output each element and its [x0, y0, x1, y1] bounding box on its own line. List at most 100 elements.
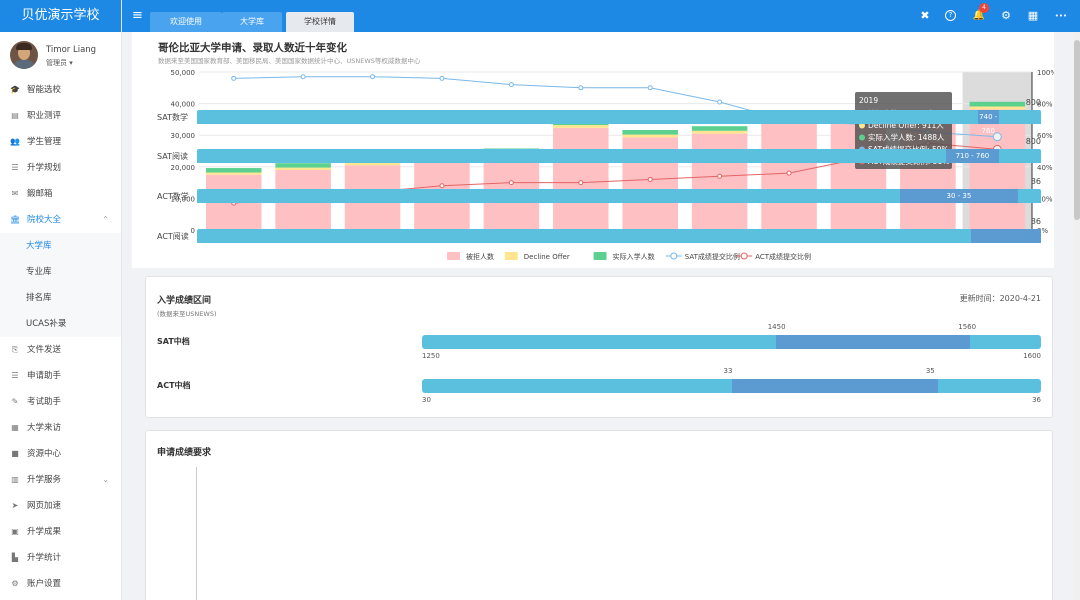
- legend-swatch-1: [504, 252, 518, 260]
- requirements-title: 申请成绩要求: [157, 448, 212, 458]
- requirement-track: [197, 189, 1041, 203]
- sidebar-item-6[interactable]: ⎘ 文件发送: [0, 337, 121, 363]
- sidebar-subitem-2[interactable]: 排名库: [0, 285, 121, 311]
- sidebar-item-9[interactable]: ▦ 大学来访: [0, 415, 121, 441]
- sidebar-item-11[interactable]: ▥ 升学服务 ⌄: [0, 467, 121, 493]
- gear-icon[interactable]: ⚙: [1001, 9, 1011, 22]
- sidebar-item-2[interactable]: 👥 学生管理: [0, 129, 121, 155]
- chevron-up-icon[interactable]: ⌃: [102, 215, 109, 224]
- sidebar: 贝优演示学校 Timor Liang 管理员 ▾ 🎓 智能选校 ▤ 职业测评 👥 学生管理…: [0, 0, 122, 600]
- close-circle-icon[interactable]: ✖: [920, 9, 930, 22]
- requirement-range-band: 710 - 760: [946, 149, 999, 163]
- scrollbar-thumb[interactable]: [1074, 40, 1080, 220]
- legend-swatch-2: [593, 252, 607, 260]
- sidebar-item-7[interactable]: ☰ 申请助手: [0, 363, 121, 389]
- school-brand[interactable]: 贝优演示学校: [0, 0, 121, 32]
- y-tick-label: 0: [191, 227, 195, 235]
- sidebar-item-label: 升学成果: [27, 527, 62, 537]
- line-point-1-4: [508, 180, 514, 186]
- sidebar-item-4[interactable]: ✉ 鍛邮箱: [0, 181, 121, 207]
- sidebar-item-3[interactable]: ☰ 升学规划: [0, 155, 121, 181]
- tab-university-library[interactable]: 大学库: [222, 12, 282, 32]
- chevron-down-icon[interactable]: ⌄: [102, 475, 109, 484]
- line-point-0-5: [578, 85, 584, 91]
- admission-range-card: 入学成绩区间 (数据来至USNEWS) 更新时间：2020-4-21 SAT中档…: [145, 276, 1053, 418]
- requirement-track: [197, 149, 1041, 163]
- sidebar-item-1[interactable]: ▤ 职业测评: [0, 103, 121, 129]
- sidebar-item-label: 账户设置: [27, 579, 62, 589]
- sidebar-item-14[interactable]: ▙ 升学统计: [0, 545, 121, 571]
- scrollbar-track[interactable]: [1074, 32, 1080, 600]
- requirement-max-value: 800: [1025, 137, 1041, 146]
- sidebar-item-10[interactable]: ■ 资源中心: [0, 441, 121, 467]
- requirement-track: [197, 229, 1041, 243]
- help-icon[interactable]: ?: [945, 10, 956, 21]
- line-point-0-11: [992, 132, 1002, 142]
- user-role-dropdown[interactable]: 管理员 ▾: [46, 59, 73, 67]
- calendar-icon[interactable]: ▦: [1027, 9, 1039, 22]
- sidebar-item-12[interactable]: ➤ 网页加速: [0, 493, 121, 519]
- range-min-value: 30: [422, 396, 431, 404]
- list-icon: ☰: [11, 371, 19, 380]
- sidebar-item-label: 资源中心: [27, 449, 62, 459]
- bar-1-2: [344, 162, 401, 166]
- sidebar-item-label: 网页加速: [27, 501, 62, 511]
- users-icon: 👥: [10, 137, 20, 146]
- sidebar-subitem-3[interactable]: UCAS补录: [0, 311, 121, 337]
- sidebar-subitem-1[interactable]: 专业库: [0, 259, 121, 285]
- document-icon: ▤: [11, 111, 19, 120]
- tab-school-details[interactable]: 学校详情: [286, 12, 354, 32]
- sidebar-item-label: 文件发送: [27, 345, 62, 355]
- line-point-0-1: [300, 74, 306, 80]
- range-min-value: 1250: [422, 352, 440, 360]
- trend-chart-card: 0 0% 10,000 20% 20,000 40% 30,000 60% 40,000 80% 5…: [132, 32, 1054, 268]
- requirement-track: [197, 110, 1041, 124]
- y2-tick-label: 100%: [1037, 69, 1054, 77]
- sidebar-item-label: 申请助手: [27, 371, 62, 381]
- admission-range-title: 入学成绩区间: [157, 296, 212, 306]
- sidebar-item-5[interactable]: 🏛 院校大全 ⌃: [0, 207, 121, 233]
- range-high-value: 1560: [958, 323, 977, 331]
- requirements-card: 申请成绩要求 SAT数学 800 740 - 760 SAT阅读 800 710 - 76…: [145, 98, 1053, 600]
- sidebar-item-0[interactable]: 🎓 智能选校: [0, 77, 121, 103]
- bell-icon[interactable]: 🔔: [972, 10, 986, 21]
- file-icon: ⎘: [11, 345, 19, 354]
- tooltip-row: 实际入学人数: 1488人: [868, 132, 945, 142]
- line-point-1-6: [647, 176, 653, 182]
- y-tick-label: 50,000: [171, 69, 196, 77]
- bar-1-5: [553, 125, 609, 128]
- sidebar-subitem-0[interactable]: 大学库: [0, 233, 121, 259]
- line-point-1-8: [786, 170, 792, 176]
- sidebar-item-8[interactable]: ✎ 考试助手: [0, 389, 121, 415]
- send-icon: ➤: [11, 501, 19, 510]
- sidebar-item-13[interactable]: ▣ 升学成果: [0, 519, 121, 545]
- requirement-label: ACT数学: [157, 192, 189, 201]
- y2-tick-label: 40%: [1037, 164, 1053, 172]
- edit-icon: ✎: [11, 397, 19, 406]
- user-profile[interactable]: Timor Liang 管理员 ▾: [0, 32, 121, 77]
- sidebar-item-label: 智能选校: [27, 85, 62, 95]
- legend-marker-3: [670, 252, 678, 260]
- legend-label-4: ACT成绩提交比例: [755, 252, 811, 261]
- legend-label-0: 被拒人数: [466, 252, 494, 261]
- range-middle-band: [731, 379, 938, 393]
- menu-toggle-icon[interactable]: ≡: [132, 8, 143, 23]
- mail-icon: ✉: [11, 189, 19, 198]
- range-low-value: 1450: [767, 323, 786, 331]
- more-icon[interactable]: •••: [1054, 12, 1068, 20]
- legend-label-2: 实际入学人数: [613, 252, 655, 261]
- line-point-0-7: [717, 99, 723, 105]
- avatar[interactable]: [10, 41, 38, 69]
- tab-welcome[interactable]: 欢迎使用: [150, 12, 222, 32]
- requirement-range-band: 30 - 35: [900, 189, 1018, 203]
- range-max-value: 1600: [1023, 352, 1041, 360]
- range-middle-band: [775, 335, 971, 349]
- sidebar-item-label: 职业测评: [27, 111, 62, 121]
- bar-0-5: [553, 127, 609, 230]
- id-card-icon: ▣: [11, 527, 19, 536]
- sidebar-item-label: 鍛邮箱: [27, 189, 53, 199]
- sidebar-menu: 🎓 智能选校 ▤ 职业测评 👥 学生管理 ☰ 升学规划 ✉ 鍛邮箱 🏛 院校大全 ⌃ 大学库 专业库 排名库 U…: [0, 77, 121, 597]
- range-label: ACT中档: [157, 381, 191, 390]
- sidebar-item-15[interactable]: ⚙ 账户设置: [0, 571, 121, 597]
- sidebar-item-label: 升学统计: [27, 553, 62, 563]
